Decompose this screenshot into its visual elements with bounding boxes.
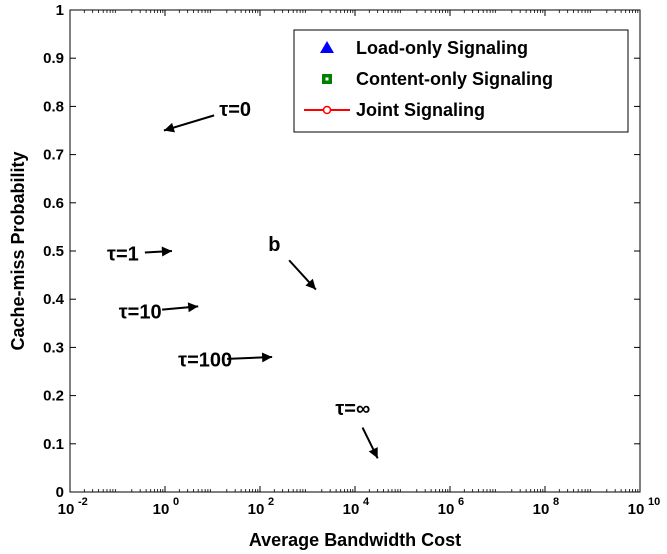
- x-tick-exponent: 2: [268, 496, 274, 508]
- annotation-arrowhead: [187, 302, 199, 313]
- x-tick-exponent: 6: [458, 496, 464, 508]
- x-axis-title: Average Bandwidth Cost: [249, 530, 461, 550]
- y-tick-label: 0.1: [43, 436, 64, 453]
- annotation-label: τ=100: [178, 350, 232, 372]
- legend: Load-only Signaling Content-only Signalin…: [293, 29, 629, 133]
- x-tick-label: 10: [343, 501, 360, 518]
- y-tick-label: 0.8: [43, 98, 64, 115]
- annotations: τ=0 τ=1 τ=10 τ=100 b τ=∞: [107, 99, 379, 459]
- x-tick-label: 10: [248, 501, 265, 518]
- annotation-arrowhead: [261, 352, 273, 363]
- y-tick-label: 0.6: [43, 195, 64, 212]
- annotation-label: τ=∞: [335, 398, 370, 420]
- x-tick-exponent: -2: [78, 496, 88, 508]
- y-tick-label: 0.9: [43, 50, 64, 67]
- x-tick-exponent: 10: [648, 496, 660, 508]
- y-tick-label: 0.2: [43, 388, 64, 405]
- x-tick-exponent: 0: [173, 496, 179, 508]
- x-tick-label: 10: [438, 501, 455, 518]
- x-tick-exponent: 4: [363, 496, 370, 508]
- y-axis-title: Cache-miss Probability: [8, 151, 28, 350]
- y-tick-label: 0: [56, 484, 64, 501]
- legend-marker: [322, 105, 332, 115]
- y-tick-label: 1: [56, 2, 64, 19]
- x-tick-label: 10: [153, 501, 170, 518]
- x-tick-exponent: 8: [553, 496, 559, 508]
- annotation-arrowhead: [161, 246, 172, 257]
- annotation-label: τ=1: [107, 244, 139, 266]
- legend-box: [293, 29, 629, 133]
- legend-label: Joint Signaling: [356, 100, 485, 120]
- annotation-arrowhead: [305, 278, 316, 290]
- x-tick-label: 10: [628, 501, 645, 518]
- annotation-arrowhead: [368, 447, 378, 459]
- legend-marker-center: [325, 77, 329, 81]
- y-tick-label: 0.3: [43, 339, 64, 356]
- annotation-label: τ=10: [119, 301, 162, 323]
- legend-label: Load-only Signaling: [356, 38, 528, 58]
- x-tick-label: 10: [58, 501, 75, 518]
- x-tick-label: 10: [533, 501, 550, 518]
- legend-label: Content-only Signaling: [356, 69, 553, 89]
- annotation-label: b: [268, 234, 280, 256]
- y-tick-label: 0.4: [43, 291, 65, 308]
- annotation-label: τ=0: [219, 99, 251, 121]
- annotation-arrowhead: [163, 122, 175, 133]
- legend-marker: [320, 41, 334, 53]
- y-tick-label: 0.5: [43, 243, 64, 260]
- y-tick-label: 0.7: [43, 147, 64, 164]
